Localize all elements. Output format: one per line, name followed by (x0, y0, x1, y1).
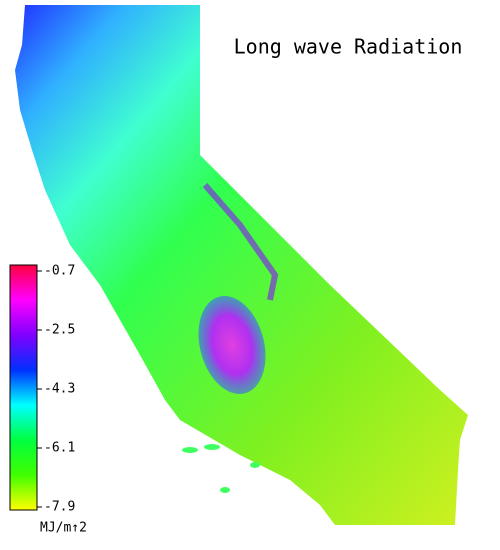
islands (182, 444, 260, 493)
colorbar-tick-label: -4.3 (44, 382, 75, 397)
central-valley (198, 295, 266, 395)
colorbar-tick-label: -6.1 (44, 441, 75, 456)
colorbar-tick-label: -2.5 (44, 323, 75, 338)
colorbar-unit: MJ/m↑2 (40, 521, 87, 536)
sierra-band (202, 183, 279, 301)
colorbar (9, 264, 38, 511)
map-title: Long wave Radiation (234, 35, 463, 59)
california-shape (15, 5, 468, 525)
colorbar-tick-label: -7.9 (44, 500, 75, 515)
colorbar-tick-label: -0.7 (44, 264, 75, 279)
